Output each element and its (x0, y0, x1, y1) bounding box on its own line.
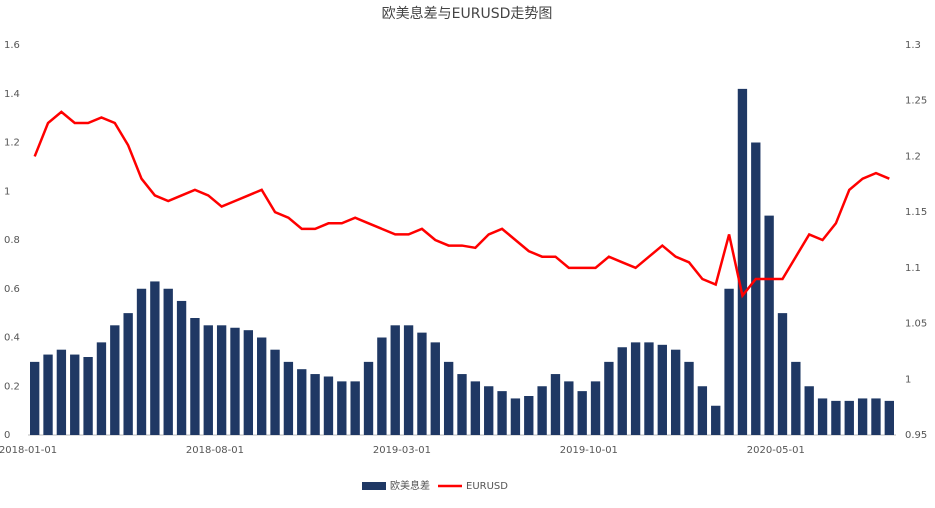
bar (430, 342, 440, 435)
bar (724, 288, 734, 435)
bar (417, 332, 427, 435)
bar (470, 381, 481, 435)
y2-tick-label: 1.05 (905, 319, 927, 330)
line (33, 110, 890, 299)
y2-tick-label: 1.15 (905, 207, 927, 218)
y-tick-label: 1.6 (4, 40, 20, 51)
bar (657, 344, 667, 435)
bar (190, 318, 200, 435)
bar (831, 400, 841, 435)
y-tick-label: 0.8 (4, 235, 20, 246)
legend-label: EURUSD (466, 481, 508, 492)
y2-tick-label: 0.95 (905, 430, 927, 441)
y2-tick-label: 1.2 (905, 151, 921, 162)
bar (337, 381, 347, 435)
chart-title: 欧美息差与EURUSD走势图 (382, 5, 553, 22)
y-tick-label: 0.6 (4, 284, 20, 295)
bar (350, 381, 360, 435)
x-tick-label: 2019-03-01 (373, 445, 431, 456)
bar (711, 405, 721, 435)
bar (43, 354, 53, 435)
bar (497, 391, 507, 435)
x-tick-label: 2018-08-01 (186, 445, 244, 456)
bar (524, 396, 534, 435)
bar (56, 349, 67, 435)
y-tick-label: 1.2 (4, 138, 20, 149)
y-tick-label: 0.2 (4, 381, 20, 392)
bar (697, 386, 708, 435)
bar (510, 398, 521, 435)
y2-tick-label: 1.3 (905, 40, 921, 51)
bar (844, 400, 854, 435)
bar (537, 386, 547, 435)
bar (630, 342, 641, 435)
bar (136, 288, 147, 435)
bar (203, 325, 213, 435)
bar (257, 337, 267, 435)
bar (96, 342, 107, 435)
x-tick-label: 2020-05-01 (747, 445, 805, 456)
bar (110, 325, 120, 435)
bar (751, 142, 761, 435)
bar (30, 361, 40, 435)
x-tick-label: 2019-10-01 (560, 445, 618, 456)
bar (670, 349, 681, 435)
bar (403, 325, 414, 435)
bar (390, 325, 400, 435)
bar (871, 398, 881, 435)
y-tick-label: 0 (4, 430, 10, 441)
bar (243, 330, 254, 435)
y-tick-label: 1.4 (4, 89, 20, 100)
bar (123, 313, 133, 435)
y2-tick-label: 1 (905, 374, 911, 385)
bar (70, 354, 80, 435)
bar (684, 361, 694, 435)
bar (150, 281, 160, 435)
bar (216, 325, 227, 435)
bar (363, 361, 374, 435)
bar (644, 342, 654, 435)
y-tick-label: 0.4 (4, 333, 20, 344)
bar (550, 374, 561, 435)
bar (884, 400, 894, 435)
bar (297, 369, 307, 435)
bar (457, 374, 467, 435)
bar (804, 386, 814, 435)
bar (176, 300, 187, 435)
bar (310, 374, 320, 435)
legend-label: 欧美息差 (390, 479, 430, 492)
bar (764, 215, 774, 435)
x-tick-label: 2018-01-01 (0, 445, 57, 456)
bar (604, 361, 614, 435)
bar (230, 327, 240, 435)
bar (83, 357, 93, 435)
bar (777, 313, 788, 435)
bar (443, 361, 454, 435)
bar (577, 391, 587, 435)
y-tick-label: 1 (4, 186, 10, 197)
legend-swatch (362, 482, 386, 490)
bar (791, 361, 801, 435)
bar (377, 337, 387, 435)
bar (484, 386, 494, 435)
bar (590, 381, 601, 435)
bar (737, 88, 748, 435)
bar (857, 398, 868, 435)
y2-tick-label: 1.25 (905, 96, 927, 107)
bar (617, 347, 627, 435)
bar (283, 361, 294, 435)
bar (163, 288, 173, 435)
bar (323, 376, 334, 435)
y2-tick-label: 1.1 (905, 263, 921, 274)
bar (817, 398, 828, 435)
bar (564, 381, 574, 435)
bar (270, 349, 280, 435)
